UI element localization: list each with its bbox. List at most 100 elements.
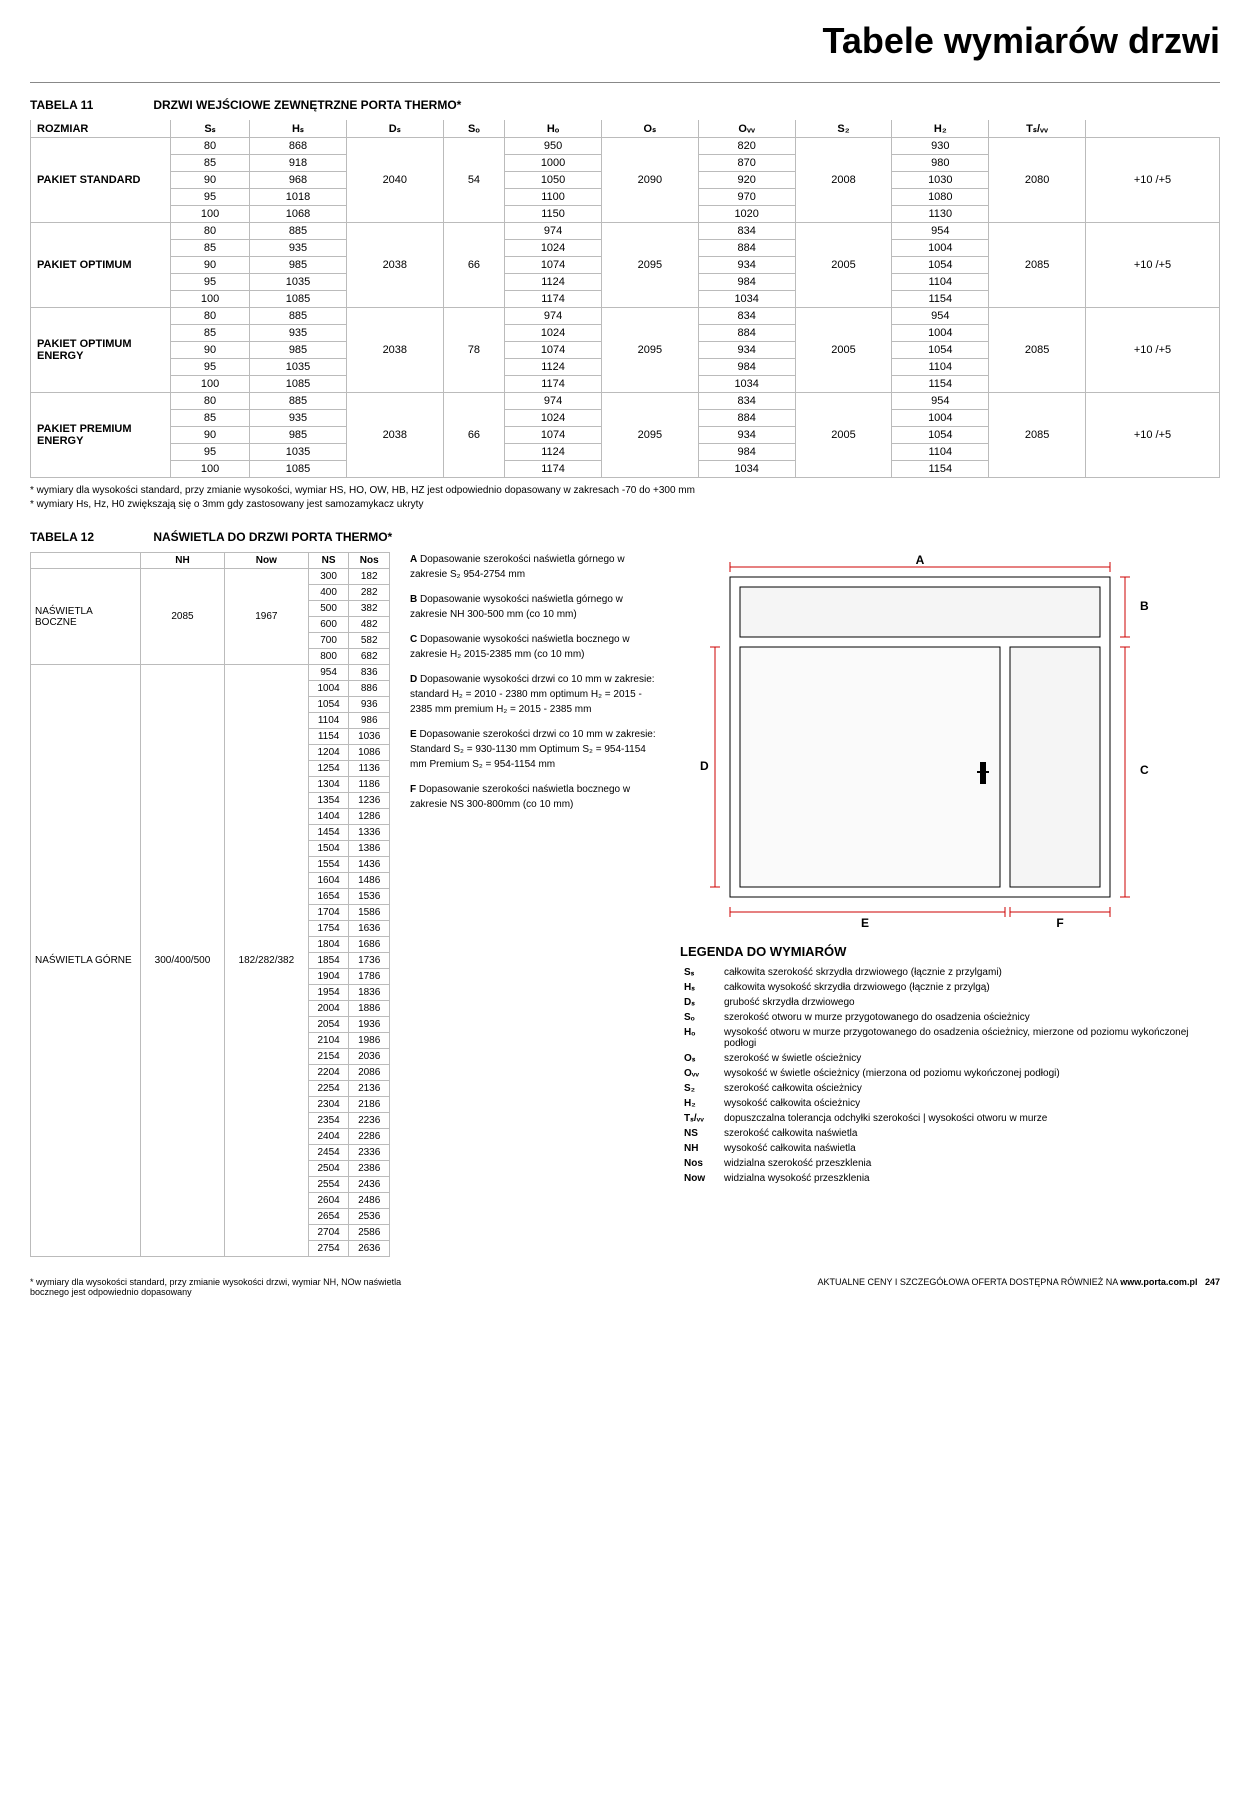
legend-desc: wysokość całkowita ościeżnicy <box>720 1096 1220 1111</box>
t12-cell: 2404 <box>308 1129 349 1145</box>
t11-group-label: PAKIET OPTIMUM <box>31 223 171 308</box>
t12-cell: 1536 <box>349 889 390 905</box>
legend-key: Hₒ <box>680 1025 720 1051</box>
t12-group-label: NAŚWIETLA GÓRNE <box>31 665 141 1257</box>
t11-header: H₂ <box>892 120 989 138</box>
right-column: A B D <box>680 552 1220 1186</box>
t12-cell: 1836 <box>349 985 390 1001</box>
t11-cell: 2005 <box>795 223 892 308</box>
t11-cell: 2005 <box>795 393 892 478</box>
t12-cell: 2604 <box>308 1193 349 1209</box>
t11-cell: 85 <box>171 325 250 342</box>
legend-desc: wysokość całkowita naświetla <box>720 1141 1220 1156</box>
t12-cell: 182/282/382 <box>224 665 308 1257</box>
dim-c: C <box>1140 763 1149 777</box>
t12-cell: 2704 <box>308 1225 349 1241</box>
t12-cell: 2154 <box>308 1049 349 1065</box>
legend-key: Now <box>680 1171 720 1186</box>
t11-header: Hₒ <box>505 120 602 138</box>
legend-key: Sₒ <box>680 1010 720 1025</box>
t12-cell: 1336 <box>349 825 390 841</box>
t12-header: Nos <box>349 553 390 569</box>
t11-cell: 968 <box>250 172 347 189</box>
t12-cell: 1486 <box>349 873 390 889</box>
t11-cell: 1074 <box>505 342 602 359</box>
t11-header: ROZMIAR <box>31 120 171 138</box>
t11-cell: 885 <box>250 223 347 240</box>
t12-cell: 1936 <box>349 1017 390 1033</box>
t11-cell: 954 <box>892 393 989 410</box>
t12-cell: 400 <box>308 585 349 601</box>
divider <box>30 82 1220 83</box>
t11-cell: 930 <box>892 138 989 155</box>
t11-cell: 2095 <box>601 223 698 308</box>
page-number: 247 <box>1205 1277 1220 1287</box>
dim-b: B <box>1140 599 1149 613</box>
t11-cell: 1104 <box>892 359 989 376</box>
t11-group-label: PAKIET STANDARD <box>31 138 171 223</box>
t11-cell: 1034 <box>698 291 795 308</box>
t11-cell: 90 <box>171 257 250 274</box>
t11-cell: 1054 <box>892 342 989 359</box>
t11-cell: 2038 <box>346 223 443 308</box>
t12-cell: 1504 <box>308 841 349 857</box>
legend-table: Sₛcałkowita szerokość skrzydła drzwioweg… <box>680 965 1220 1186</box>
t11-cell: 85 <box>171 240 250 257</box>
legend-key: Sₛ <box>680 965 720 980</box>
table11-heading: TABELA 11 DRZWI WEJŚCIOWE ZEWNĘTRZNE POR… <box>30 98 1220 112</box>
t11-cell: 2095 <box>601 393 698 478</box>
t12-cell: 1004 <box>308 681 349 697</box>
legend-desc: wysokość otworu w murze przygotowanego d… <box>720 1025 1220 1051</box>
t12-cell: 2636 <box>349 1241 390 1257</box>
legend-desc: całkowita wysokość skrzydła drzwiowego (… <box>720 980 1220 995</box>
t12-header: Now <box>224 553 308 569</box>
t11-cell: 970 <box>698 189 795 206</box>
note-item: C Dopasowanie wysokości naświetla boczne… <box>410 632 660 662</box>
t11-cell: 974 <box>505 308 602 325</box>
t11-cell: 2080 <box>989 138 1086 223</box>
t11-cell: 1004 <box>892 240 989 257</box>
t12-cell: 2004 <box>308 1001 349 1017</box>
t11-cell: 934 <box>698 342 795 359</box>
t11-header: Dₛ <box>346 120 443 138</box>
t11-cell: 1154 <box>892 291 989 308</box>
t11-cell: 1004 <box>892 325 989 342</box>
table11-label: TABELA 11 <box>30 98 150 112</box>
t11-cell: 1124 <box>505 274 602 291</box>
t12-cell: 1154 <box>308 729 349 745</box>
t11-cell: 2040 <box>346 138 443 223</box>
t11-cell: 100 <box>171 461 250 478</box>
t12-cell: 1454 <box>308 825 349 841</box>
note-item: B Dopasowanie wysokości naświetla górneg… <box>410 592 660 622</box>
t11-cell: 1024 <box>505 410 602 427</box>
table12-region: NHNowNSNosNAŚWIETLA BOCZNE20851967300182… <box>30 552 390 1257</box>
table11-title: DRZWI WEJŚCIOWE ZEWNĘTRZNE PORTA THERMO* <box>153 98 461 112</box>
t12-cell: 2236 <box>349 1113 390 1129</box>
t12-cell: 1054 <box>308 697 349 713</box>
t11-cell: 820 <box>698 138 795 155</box>
t11-header: Hₛ <box>250 120 347 138</box>
t11-cell: 1174 <box>505 376 602 393</box>
t11-cell: +10 /+5 <box>1086 308 1220 393</box>
t12-header: NH <box>141 553 225 569</box>
t11-cell: 935 <box>250 325 347 342</box>
t12-cell: 1186 <box>349 777 390 793</box>
t11-cell: 80 <box>171 393 250 410</box>
t11-cell: 2095 <box>601 308 698 393</box>
t12-cell: 800 <box>308 649 349 665</box>
t11-cell: 985 <box>250 342 347 359</box>
t11-cell: 834 <box>698 308 795 325</box>
t11-cell: 80 <box>171 308 250 325</box>
t11-cell: 1154 <box>892 376 989 393</box>
dim-a: A <box>916 553 925 567</box>
t11-cell: 1034 <box>698 376 795 393</box>
t12-header <box>31 553 141 569</box>
t11-cell: 918 <box>250 155 347 172</box>
t11-cell: 100 <box>171 376 250 393</box>
t11-cell: 1104 <box>892 274 989 291</box>
t12-cell: 300 <box>308 569 349 585</box>
t11-cell: 2090 <box>601 138 698 223</box>
t12-cell: 2136 <box>349 1081 390 1097</box>
t12-cell: 2586 <box>349 1225 390 1241</box>
t11-cell: 1034 <box>698 461 795 478</box>
